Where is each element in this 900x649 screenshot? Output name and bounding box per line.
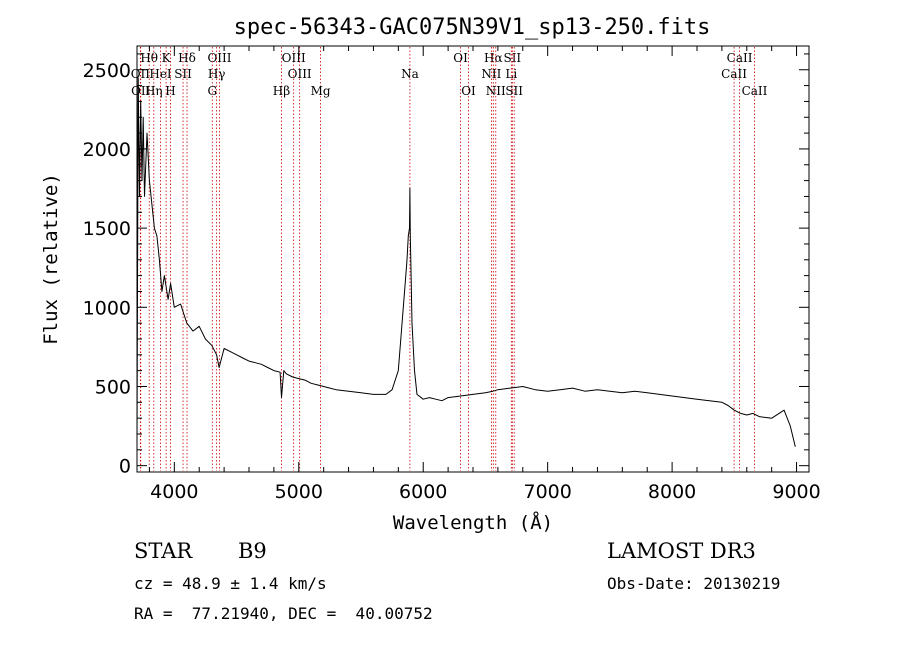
marker-label: OIII — [282, 51, 306, 65]
x-tick-label: 5000 — [275, 481, 323, 503]
marker-label: OIII — [207, 51, 231, 65]
x-tick-label: 7000 — [523, 481, 571, 503]
marker-label: Hα — [484, 51, 503, 65]
x-tick-label: 4000 — [150, 481, 198, 503]
coordinates: RA = 77.21940, DEC = 40.00752 — [134, 604, 433, 623]
marker-label: OI — [453, 51, 468, 65]
marker-label: OII — [131, 84, 151, 98]
marker-label: CaII — [721, 67, 747, 81]
marker-label: OII — [131, 67, 151, 81]
marker-label: SII — [503, 51, 521, 65]
marker-label: Hη — [145, 84, 163, 98]
x-axis-label: Wavelength (Å) — [393, 511, 553, 534]
marker-label: HeI — [149, 67, 172, 81]
x-tick-label: 6000 — [399, 481, 447, 503]
marker-label: CaII — [727, 51, 753, 65]
survey-name: LAMOST DR3 — [607, 539, 756, 563]
marker-label: CaII — [742, 84, 768, 98]
plot-frame — [136, 45, 810, 473]
observation-date: Obs-Date: 20130219 — [607, 574, 781, 593]
marker-label: Mg — [311, 84, 331, 98]
chart-title: spec-56343-GAC075N39V1_sp13-250.fits — [234, 15, 711, 40]
y-tick-label: 2500 — [83, 60, 131, 82]
marker-label: Hθ — [140, 51, 158, 65]
marker-label: OI — [461, 84, 476, 98]
y-tick-label: 0 — [119, 456, 131, 478]
y-tick-label: 2000 — [83, 139, 131, 161]
marker-label: K — [162, 51, 172, 65]
marker-label: SII — [174, 67, 192, 81]
x-tick-label: 9000 — [772, 481, 820, 503]
y-axis-label: Flux (relative) — [40, 173, 62, 345]
y-tick-label: 500 — [95, 376, 131, 398]
marker-label: NII — [486, 84, 506, 98]
y-tick-label: 1500 — [83, 218, 131, 240]
marker-label: SII — [505, 84, 523, 98]
y-tick-label: 1000 — [83, 297, 131, 319]
marker-label: Hγ — [208, 67, 226, 81]
marker-label: NII — [481, 67, 501, 81]
marker-label: H — [165, 84, 175, 98]
marker-label: Hβ — [273, 84, 290, 98]
spectral-line-markers: Hθ OII OII K HeI Hη SII H Hδ OIII Hγ G OIII OIII Hβ Mg N… — [131, 47, 768, 471]
marker-label: OIII — [288, 67, 312, 81]
spectrum-line — [136, 77, 796, 447]
marker-label: Hδ — [178, 51, 196, 65]
marker-label: Na — [401, 67, 419, 81]
redshift-value: cz = 48.9 ± 1.4 km/s — [134, 574, 327, 593]
object-subclass: B9 — [238, 539, 267, 563]
marker-label: G — [207, 84, 217, 98]
x-tick-label: 8000 — [648, 481, 696, 503]
axis-ticks: 4000 5000 6000 7000 8000 9000 0 500 1000 1500 2000… — [83, 46, 821, 503]
object-class: STAR — [134, 539, 193, 563]
marker-label: Li — [505, 67, 517, 81]
